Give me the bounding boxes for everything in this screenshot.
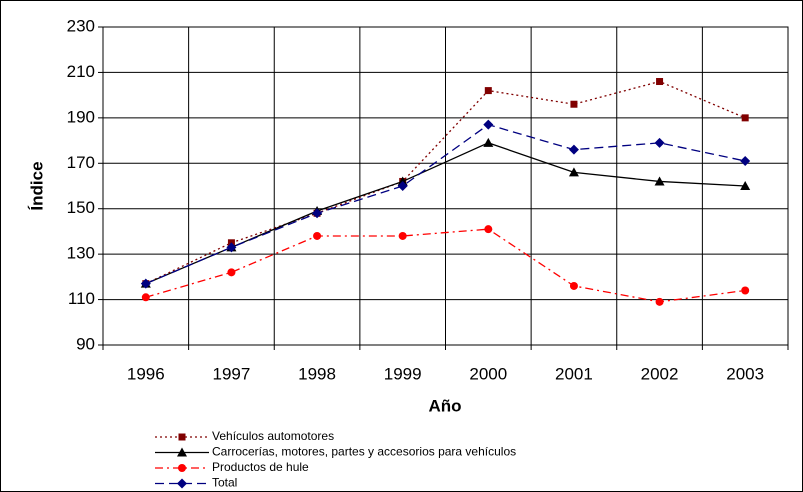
data-point bbox=[141, 293, 150, 302]
data-point bbox=[227, 268, 236, 277]
series-line bbox=[145, 228, 746, 303]
series-line bbox=[145, 123, 746, 285]
data-point bbox=[313, 231, 322, 240]
x-tick-label: 2002 bbox=[641, 364, 679, 383]
data-point bbox=[397, 181, 408, 191]
data-point bbox=[226, 242, 237, 253]
data-point bbox=[312, 208, 323, 219]
series-line bbox=[145, 142, 746, 285]
legend-label: Vehículos automotores bbox=[212, 429, 334, 443]
legend-marker bbox=[178, 464, 186, 472]
data-point bbox=[397, 176, 408, 186]
data-point bbox=[484, 87, 492, 95]
data-point bbox=[740, 181, 751, 190]
y-tick-label: 150 bbox=[67, 198, 95, 217]
data-point bbox=[483, 119, 494, 130]
data-point bbox=[741, 114, 749, 122]
data-point bbox=[483, 137, 494, 147]
y-tick-label: 190 bbox=[67, 107, 95, 126]
data-point bbox=[568, 167, 579, 177]
y-axis-title: Índice bbox=[27, 161, 46, 210]
x-tick-label: 1998 bbox=[298, 364, 336, 383]
y-tick-label: 170 bbox=[67, 153, 95, 172]
data-point bbox=[398, 231, 407, 240]
y-tick-label: 210 bbox=[67, 62, 95, 81]
x-tick-label: 1999 bbox=[384, 364, 422, 383]
x-tick-label: 1996 bbox=[127, 364, 165, 383]
legend-marker bbox=[178, 433, 186, 441]
legend-marker bbox=[177, 478, 187, 489]
data-point bbox=[656, 78, 664, 86]
x-tick-label: 2001 bbox=[555, 364, 593, 383]
data-point bbox=[570, 100, 578, 108]
legend-label: Total bbox=[212, 476, 237, 490]
data-point bbox=[484, 225, 493, 234]
legend-label: Productos de hule bbox=[212, 460, 309, 474]
y-tick-label: 230 bbox=[67, 16, 95, 35]
y-tick-label: 130 bbox=[67, 244, 95, 263]
legend-marker bbox=[177, 447, 187, 457]
x-tick-label: 2003 bbox=[726, 364, 764, 383]
data-point bbox=[140, 278, 151, 289]
data-point bbox=[569, 281, 578, 290]
data-point bbox=[740, 156, 751, 167]
data-point bbox=[654, 176, 665, 186]
x-axis-title: Año bbox=[428, 396, 461, 415]
data-point bbox=[741, 286, 750, 295]
y-tick-label: 90 bbox=[76, 334, 95, 353]
x-tick-label: 1997 bbox=[213, 364, 251, 383]
data-point bbox=[654, 137, 665, 148]
data-point bbox=[655, 297, 664, 306]
legend-label: Carrocerías, motores, partes y accesorio… bbox=[212, 445, 516, 459]
x-tick-label: 2000 bbox=[469, 364, 507, 383]
y-tick-label: 110 bbox=[68, 289, 95, 308]
data-point bbox=[568, 144, 579, 155]
